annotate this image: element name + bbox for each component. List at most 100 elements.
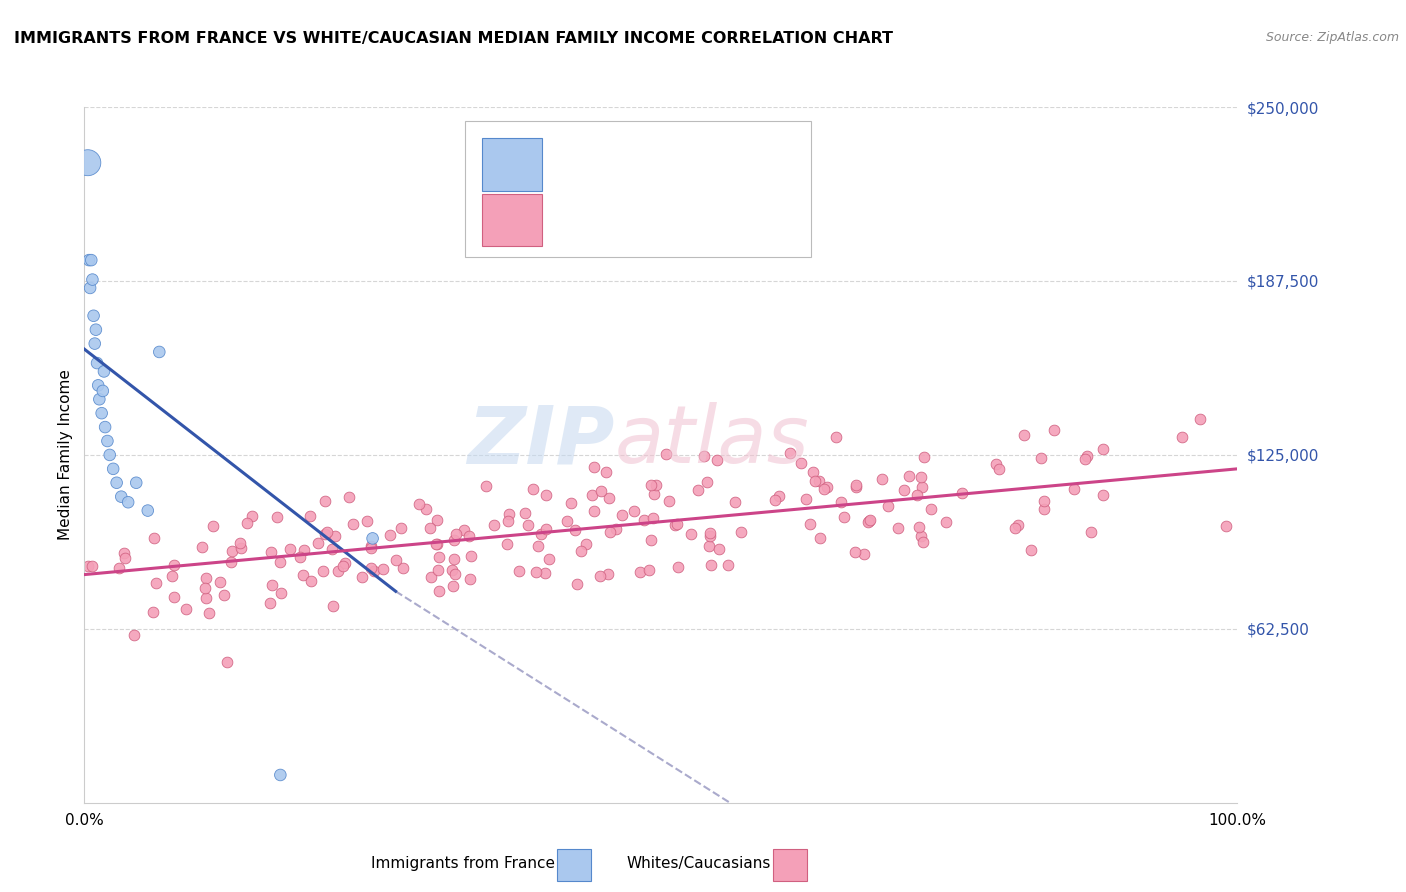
Point — [420, 569, 443, 583]
Point — [605, 522, 627, 536]
Point — [1042, 423, 1064, 437]
Point — [322, 599, 344, 613]
Point — [110, 490, 132, 504]
Point — [408, 497, 430, 511]
Point — [389, 521, 412, 535]
Point — [194, 581, 217, 595]
Point — [427, 583, 450, 598]
Text: N =: N = — [675, 212, 709, 227]
Point — [807, 474, 830, 488]
Point — [280, 541, 302, 556]
FancyBboxPatch shape — [482, 138, 543, 191]
Point — [536, 488, 558, 502]
Point — [696, 475, 718, 489]
Point — [160, 569, 183, 583]
Point — [905, 488, 928, 502]
Point — [1092, 442, 1115, 456]
Point — [105, 475, 128, 490]
Point — [533, 566, 555, 581]
Point — [911, 480, 934, 494]
Point — [333, 556, 356, 570]
Text: 26: 26 — [728, 157, 755, 171]
Point — [299, 509, 322, 524]
Point — [524, 565, 547, 579]
Text: atlas: atlas — [614, 402, 810, 480]
Point — [496, 514, 519, 528]
Point — [893, 483, 915, 497]
Point — [270, 585, 292, 599]
Point — [112, 546, 135, 560]
Point — [658, 493, 681, 508]
Point — [790, 456, 813, 470]
Point — [174, 601, 197, 615]
Point — [569, 544, 592, 558]
Point — [426, 537, 449, 551]
Point — [910, 529, 932, 543]
Point — [419, 521, 441, 535]
Text: Whites/Caucasians: Whites/Caucasians — [626, 856, 770, 871]
Point — [259, 596, 281, 610]
FancyBboxPatch shape — [482, 194, 543, 246]
Point — [87, 378, 110, 392]
Point — [595, 465, 617, 479]
Point — [589, 484, 612, 499]
Point — [371, 562, 394, 576]
Point — [315, 524, 337, 539]
Point — [801, 465, 824, 479]
Point — [623, 503, 645, 517]
Point — [508, 564, 530, 578]
Point — [76, 558, 98, 573]
Point — [794, 491, 817, 506]
Point — [665, 516, 688, 531]
Point — [108, 561, 131, 575]
Text: -0.424: -0.424 — [600, 157, 658, 171]
Point — [312, 564, 335, 578]
Point — [221, 544, 243, 558]
Point — [392, 561, 415, 575]
Point — [679, 527, 702, 541]
Text: 200: 200 — [728, 212, 761, 227]
Point — [93, 364, 115, 378]
Point — [98, 448, 121, 462]
Point — [269, 555, 291, 569]
Point — [82, 272, 104, 286]
Point — [808, 531, 831, 545]
Point — [453, 523, 475, 537]
Point — [935, 515, 957, 529]
Point — [201, 519, 224, 533]
Point — [596, 566, 619, 581]
Text: 0.750: 0.750 — [600, 212, 651, 227]
Text: R =: R = — [548, 157, 581, 171]
Point — [314, 493, 336, 508]
Point — [142, 532, 165, 546]
Point — [856, 515, 879, 529]
Point — [1074, 451, 1097, 466]
Point — [145, 576, 167, 591]
Point — [209, 575, 232, 590]
Point — [565, 577, 588, 591]
Point — [292, 543, 315, 558]
Point — [142, 606, 165, 620]
Text: Source: ZipAtlas.com: Source: ZipAtlas.com — [1265, 31, 1399, 45]
Point — [195, 571, 218, 585]
Point — [360, 541, 382, 555]
Point — [1004, 521, 1026, 535]
Point — [813, 482, 835, 496]
Point — [136, 503, 159, 517]
Point — [1171, 430, 1194, 444]
Point — [950, 486, 973, 500]
Point — [498, 507, 520, 521]
Point — [163, 558, 186, 572]
Point — [610, 508, 633, 522]
Point — [117, 495, 139, 509]
Point — [830, 495, 852, 509]
Point — [1215, 519, 1237, 533]
Point — [194, 591, 217, 605]
Point — [425, 536, 447, 550]
Point — [804, 475, 827, 489]
Point — [191, 540, 214, 554]
Point — [360, 540, 382, 554]
Point — [641, 510, 664, 524]
Point — [326, 565, 349, 579]
Point — [534, 522, 557, 536]
